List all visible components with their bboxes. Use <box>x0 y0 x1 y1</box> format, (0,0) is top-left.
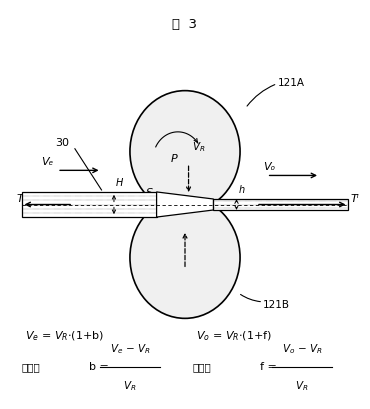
Polygon shape <box>21 192 157 217</box>
Text: Vₑ: Vₑ <box>41 157 53 167</box>
Text: Vₒ: Vₒ <box>263 162 275 172</box>
Text: Tᵇ: Tᵇ <box>16 194 28 204</box>
Text: 30: 30 <box>56 138 70 148</box>
Text: 121A: 121A <box>278 78 305 88</box>
Text: $V_o$ $-$ $V_R$: $V_o$ $-$ $V_R$ <box>282 342 323 356</box>
Polygon shape <box>213 199 349 210</box>
Text: f =: f = <box>260 362 276 373</box>
Text: h: h <box>238 185 245 195</box>
Text: H: H <box>116 178 123 188</box>
Circle shape <box>130 91 240 212</box>
Text: $V_e$ $-$ $V_R$: $V_e$ $-$ $V_R$ <box>110 342 150 356</box>
Polygon shape <box>157 192 213 217</box>
Text: S: S <box>146 188 153 198</box>
Text: $V_e$ = $V_R$$\cdot$(1+b): $V_e$ = $V_R$$\cdot$(1+b) <box>25 329 104 343</box>
Text: $V_R$: $V_R$ <box>296 379 309 393</box>
Text: b =: b = <box>89 362 109 373</box>
Text: $V_R$: $V_R$ <box>192 141 206 155</box>
Text: $V_o$ = $V_R$$\cdot$(1+f): $V_o$ = $V_R$$\cdot$(1+f) <box>196 329 272 343</box>
Text: 図  3: 図 3 <box>172 18 198 31</box>
Text: 先進率: 先進率 <box>192 362 211 373</box>
Text: 後進率: 後進率 <box>21 362 40 373</box>
Circle shape <box>130 197 240 318</box>
Text: 121B: 121B <box>263 300 290 310</box>
Text: $V_R$: $V_R$ <box>123 379 137 393</box>
Text: P: P <box>171 154 178 164</box>
Text: Tⁱ: Tⁱ <box>350 194 359 204</box>
